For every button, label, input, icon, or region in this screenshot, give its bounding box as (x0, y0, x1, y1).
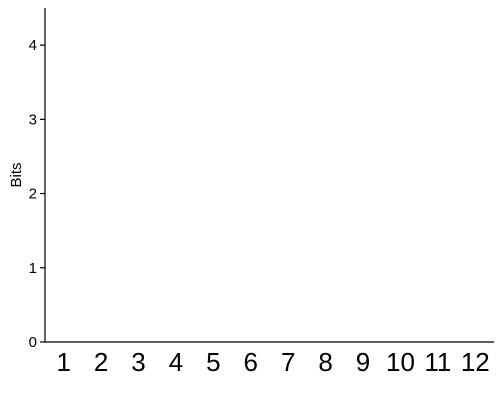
y-axis-title: Bits (8, 162, 25, 187)
x-tick-label: 4 (169, 347, 183, 377)
y-tick-label: 0 (29, 334, 37, 351)
x-tick-label: 2 (94, 347, 108, 377)
x-tick-label: 3 (131, 347, 145, 377)
x-tick-label: 5 (206, 347, 220, 377)
x-tick-label: 7 (281, 347, 295, 377)
x-tick-label: 8 (318, 347, 332, 377)
y-tick-label: 3 (29, 111, 37, 128)
x-tick-label: 1 (56, 347, 70, 377)
x-tick-label: 10 (386, 347, 415, 377)
y-tick-label: 4 (29, 37, 37, 54)
y-tick-label: 2 (29, 186, 37, 203)
x-tick-label: 9 (356, 347, 370, 377)
x-tick-label: 11 (424, 347, 451, 377)
y-axis: 0 1 2 3 4 (29, 8, 46, 351)
y-tick-label: 1 (29, 260, 37, 277)
x-tick-label: 12 (461, 347, 490, 377)
x-tick-label: 6 (244, 347, 258, 377)
x-axis: 1 2 3 4 5 6 7 8 9 10 11 12 (45, 341, 494, 377)
